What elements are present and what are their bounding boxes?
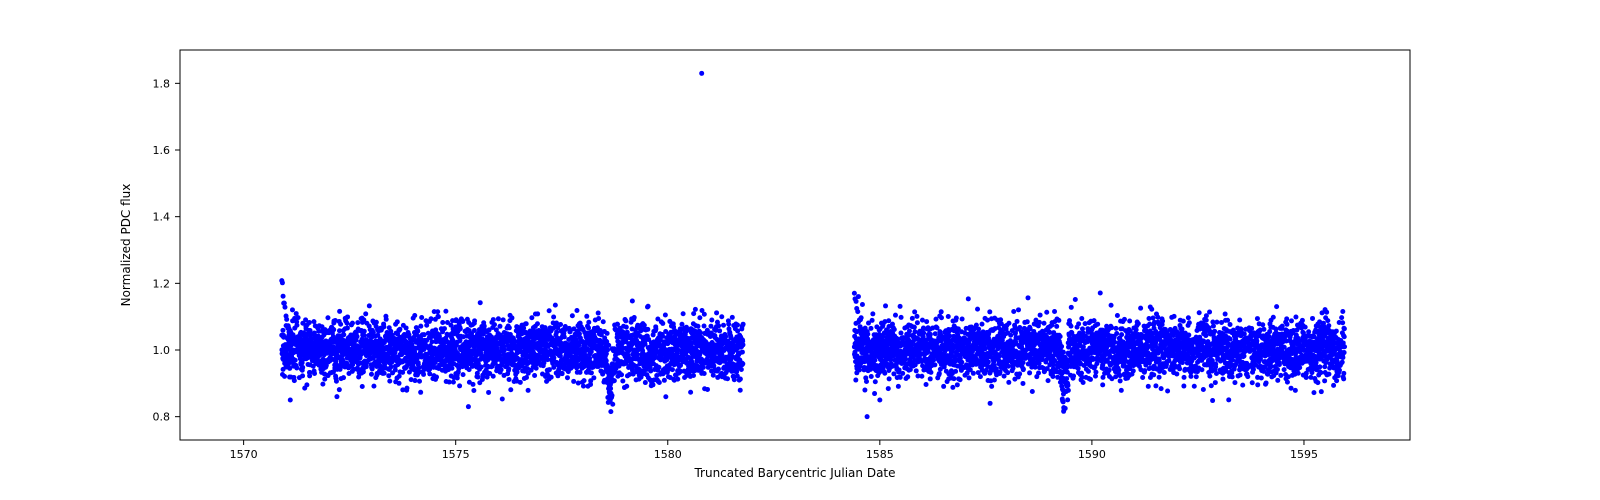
y-tick-label: 1.6: [153, 144, 171, 157]
x-tick-label: 1575: [442, 448, 470, 461]
x-ticks: 1570 1575 1580 1585 1590 1595: [230, 440, 1318, 461]
y-tick-label: 1.0: [153, 344, 171, 357]
y-tick-label: 1.4: [153, 211, 171, 224]
x-tick-label: 1570: [230, 448, 258, 461]
scatter-chart: 1570 1575 1580 1585 1590 1595 0.8 1.0 1.2 1.4 1.6…: [0, 0, 1600, 500]
y-tick-label: 1.2: [153, 277, 171, 290]
y-tick-label: 0.8: [153, 411, 171, 424]
x-axis-label: Truncated Barycentric Julian Date: [693, 466, 895, 480]
x-tick-label: 1580: [654, 448, 682, 461]
y-axis-label: Normalized PDC flux: [119, 184, 133, 307]
y-ticks: 0.8 1.0 1.2 1.4 1.6 1.8: [153, 77, 181, 423]
x-tick-label: 1585: [866, 448, 894, 461]
y-tick-label: 1.8: [153, 77, 171, 90]
scatter-chart-container: 1570 1575 1580 1585 1590 1595 0.8 1.0 1.2 1.4 1.6…: [0, 0, 1600, 500]
x-tick-label: 1590: [1078, 448, 1106, 461]
x-tick-label: 1595: [1290, 448, 1318, 461]
plot-background: [180, 50, 1410, 440]
